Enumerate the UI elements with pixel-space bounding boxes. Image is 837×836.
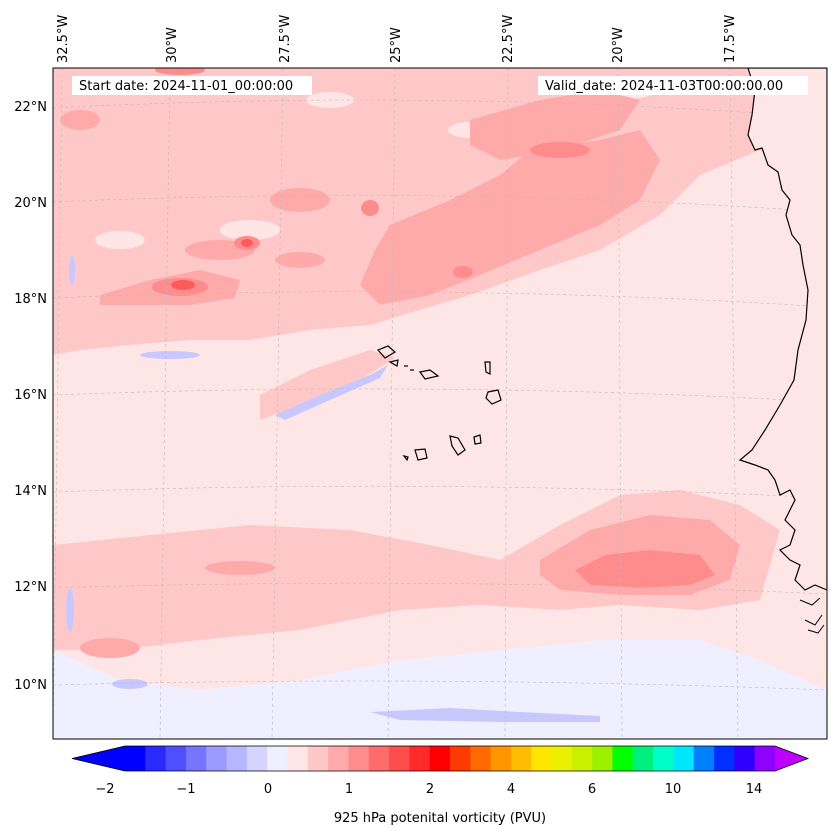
colorbar-segment <box>734 746 756 771</box>
colorbar-segment <box>531 746 553 771</box>
lon-label: 17.5°W <box>723 15 738 63</box>
colorbar-segment <box>673 746 695 771</box>
colorbar-segment <box>267 746 288 771</box>
pv-region-south-peak <box>575 550 715 588</box>
pv-negative-south <box>53 640 827 739</box>
coast-detail <box>799 597 825 634</box>
colorbar-tick: 0 <box>264 782 272 797</box>
colorbar-segment <box>287 746 309 771</box>
colorbar-extend-min <box>72 746 125 771</box>
pv-peak <box>530 142 590 158</box>
colorbar-segment <box>714 746 735 771</box>
colorbar-segment <box>551 746 573 771</box>
pv-peak <box>361 200 379 216</box>
lat-label: 22°N <box>14 100 47 115</box>
pv-negative <box>66 588 74 632</box>
colorbar-label: 925 hPa potenital vorticity (PVU) <box>334 811 546 826</box>
colorbar-segment <box>185 746 207 771</box>
lat-label: 10°N <box>14 678 47 693</box>
colorbar-segment <box>125 746 146 771</box>
lon-label: 27.5°W <box>278 15 293 63</box>
colorbar-segment <box>612 746 634 771</box>
lat-label: 14°N <box>14 484 47 499</box>
gridlines <box>53 68 827 739</box>
pv-region-north-streak <box>470 90 640 160</box>
valid-date-box <box>538 76 808 95</box>
colorbar-tick: 4 <box>507 782 515 797</box>
colorbar-segment <box>429 746 451 771</box>
colorbar-segment <box>328 746 349 771</box>
pv-blob <box>60 110 100 130</box>
lon-label: 32.5°W <box>56 15 71 63</box>
pv-blue-streak <box>275 365 388 420</box>
latitude-labels: 22°N 20°N 18°N 16°N 14°N 12°N 10°N <box>14 100 47 693</box>
pv-peak <box>453 266 473 278</box>
lat-label: 16°N <box>14 388 47 403</box>
colorbar-segment <box>693 746 715 771</box>
colorbar-segment <box>165 746 187 771</box>
africa-land <box>738 68 827 591</box>
colorbar-tick: 1 <box>345 782 353 797</box>
lat-label: 12°N <box>14 580 47 595</box>
colorbar-tick: −2 <box>95 782 114 797</box>
colorbar-segment <box>450 746 471 771</box>
colorbar-segment <box>368 746 390 771</box>
cape-verde-islands <box>376 345 502 462</box>
colorbar-segment <box>490 746 512 771</box>
colorbar-segment <box>246 746 268 771</box>
colorbar-segment <box>206 746 228 771</box>
pv-blob-south <box>80 638 140 658</box>
colorbar-segment <box>307 746 329 771</box>
colorbar-ticks: −2 −1 0 1 2 4 6 10 14 <box>95 782 762 797</box>
pv-peak <box>155 68 205 75</box>
colorbar-tick: 2 <box>426 782 434 797</box>
lat-label: 20°N <box>14 196 47 211</box>
colorbar-segment <box>653 746 674 771</box>
colorbar-segment <box>145 746 167 771</box>
pv-hole <box>220 220 280 240</box>
lon-label: 25°W <box>389 27 404 63</box>
lon-label: 20°W <box>611 27 626 63</box>
colorbar-segment <box>409 746 431 771</box>
pv-hole <box>95 231 145 249</box>
pv-negative <box>140 351 200 359</box>
pv-region-north-core <box>360 130 660 305</box>
pv-blob-south <box>205 561 275 575</box>
pv-streak <box>260 350 395 420</box>
lat-label: 18°N <box>14 292 47 307</box>
colorbar-segment <box>754 746 776 771</box>
colorbar-segment <box>510 746 532 771</box>
colorbar-segment <box>632 746 654 771</box>
colorbar-segment <box>389 746 410 771</box>
pv-blob <box>275 252 325 268</box>
colorbar-segment <box>348 746 370 771</box>
colorbar-segment <box>226 746 248 771</box>
pv-blob <box>270 188 330 212</box>
colorbar-segment <box>470 746 492 771</box>
colorbar-tick: 6 <box>588 782 596 797</box>
lon-label: 30°W <box>165 27 180 63</box>
colorbar-outline <box>71 745 810 772</box>
start-date-label: Start date: 2024-11-01_00:00:00 <box>79 79 293 94</box>
map-frame <box>52 67 828 740</box>
pv-negative <box>112 679 148 689</box>
pv-peak <box>241 239 253 247</box>
pv-negative-south-core <box>370 708 600 722</box>
colorbar-tick: 10 <box>665 782 682 797</box>
colorbar-tick: 14 <box>746 782 763 797</box>
longitude-labels: 32.5°W 30°W 27.5°W 25°W 22.5°W 20°W 17.5… <box>56 15 738 63</box>
valid-date-label: Valid_date: 2024-11-03T00:00:00.00 <box>545 79 783 94</box>
pv-peak <box>171 280 195 290</box>
start-date-box <box>72 76 312 95</box>
colorbar-extend-max <box>775 746 808 771</box>
colorbar-tick: −1 <box>176 782 195 797</box>
pv-negative <box>69 255 75 285</box>
colorbar <box>71 745 810 772</box>
colorbar-segment <box>571 746 593 771</box>
lon-label: 22.5°W <box>501 15 516 63</box>
map-panel: Start date: 2024-11-01_00:00:00 Valid_da… <box>53 68 827 739</box>
colorbar-segment <box>592 746 613 771</box>
